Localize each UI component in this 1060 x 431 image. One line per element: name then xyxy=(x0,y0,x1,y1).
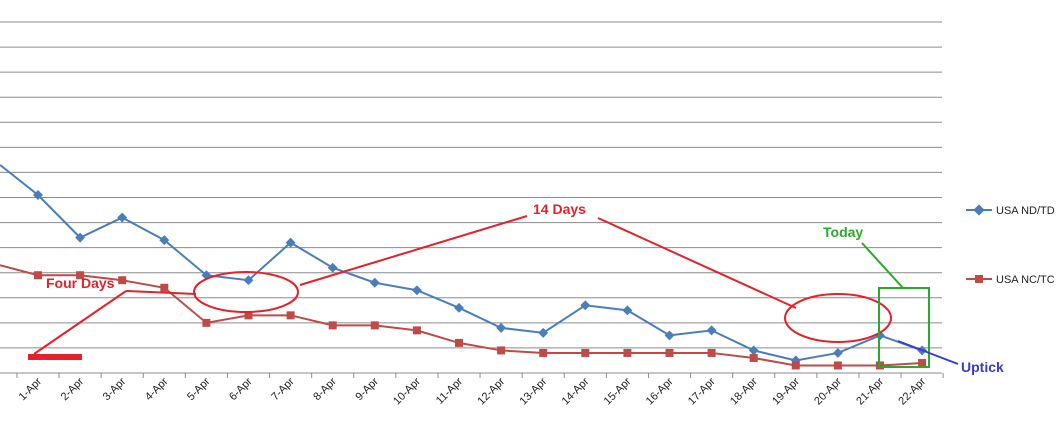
uptick-pointer xyxy=(897,340,959,365)
x-axis xyxy=(0,372,944,378)
data-point-diamond xyxy=(664,330,675,341)
data-point-square xyxy=(370,321,379,330)
data-point-square xyxy=(244,311,253,320)
legend-label-nc-tc: USA NC/TC xyxy=(996,274,1055,286)
data-point-square xyxy=(34,271,42,280)
data-point-square xyxy=(539,348,548,357)
x-tick-label: 7-Apr xyxy=(269,375,297,403)
data-point-square xyxy=(328,321,337,330)
fourteen-days-label: 14 Days xyxy=(533,201,586,217)
legend: USA ND/TD USA NC/TC xyxy=(966,204,1055,286)
fourteen-days-ellipse xyxy=(784,293,892,343)
data-point-square xyxy=(833,361,842,370)
x-tick-label: 1-Apr xyxy=(17,375,45,403)
x-tick-label: 2-Apr xyxy=(59,375,87,403)
legend-item-usa-nd-td: USA ND/TD xyxy=(966,204,1055,217)
gridlines xyxy=(0,21,942,349)
data-point-square xyxy=(497,346,506,355)
x-tick-label: 16-Apr xyxy=(644,375,676,407)
series-line-2 xyxy=(0,264,923,367)
legend-diamond-icon xyxy=(973,204,985,216)
data-point-square xyxy=(455,338,463,347)
data-point-square xyxy=(707,348,716,357)
today-box xyxy=(878,287,930,368)
four-days-pointer-down xyxy=(33,290,127,355)
x-tick-label: 5-Apr xyxy=(185,375,213,403)
data-point-diamond xyxy=(285,237,296,248)
today-pointer xyxy=(861,242,904,289)
four-days-pointer-right xyxy=(125,290,197,295)
data-point-square xyxy=(749,353,758,362)
x-tick-label: 18-Apr xyxy=(728,375,760,407)
x-tick-label: 20-Apr xyxy=(812,375,844,407)
uptick-label: Uptick xyxy=(961,359,1004,375)
data-point-square xyxy=(202,318,211,327)
fourteen-days-pointer-left xyxy=(299,215,528,286)
data-point-diamond xyxy=(159,235,170,246)
x-tick-label: 9-Apr xyxy=(353,375,381,403)
data-point-diamond xyxy=(832,347,843,358)
x-tick-label: 11-Apr xyxy=(434,375,465,406)
x-tick-label: 15-Apr xyxy=(602,375,634,407)
x-tick-label: 12-Apr xyxy=(475,375,507,407)
legend-square-icon xyxy=(975,275,983,283)
data-point-diamond xyxy=(748,345,759,356)
x-tick-label: 13-Apr xyxy=(517,375,549,407)
x-tick-label: 19-Apr xyxy=(770,375,802,407)
data-point-diamond xyxy=(538,327,549,338)
data-point-diamond xyxy=(75,232,86,243)
x-tick-label: 21-Apr xyxy=(854,375,886,407)
data-point-square xyxy=(791,361,800,370)
x-tick-label: 22-Apr xyxy=(896,375,928,407)
series-lines xyxy=(0,164,923,367)
x-tick-label: 3-Apr xyxy=(101,375,129,403)
data-point-diamond xyxy=(411,285,422,296)
x-tick-label: 6-Apr xyxy=(227,375,255,403)
data-point-square xyxy=(412,326,421,335)
x-tick-label: 8-Apr xyxy=(311,375,339,403)
data-point-square xyxy=(76,271,85,280)
x-tick-label: 14-Apr xyxy=(560,375,592,407)
data-point-square xyxy=(918,358,927,367)
legend-item-usa-nc-tc: USA NC/TC xyxy=(966,274,1055,286)
data-point-diamond xyxy=(117,212,128,223)
x-tick-label: 4-Apr xyxy=(143,375,171,403)
today-label: Today xyxy=(823,224,863,240)
legend-label-nd-td: USA ND/TD xyxy=(996,205,1055,217)
data-point-diamond xyxy=(327,262,338,273)
data-point-diamond xyxy=(706,325,717,336)
data-point-diamond xyxy=(454,302,464,313)
data-point-square xyxy=(665,348,674,357)
data-point-diamond xyxy=(622,305,633,316)
series-markers xyxy=(33,190,928,370)
data-point-diamond xyxy=(33,190,43,200)
data-point-square xyxy=(581,348,590,357)
data-point-diamond xyxy=(243,275,254,286)
data-point-square xyxy=(623,348,632,357)
x-tick-labels: 1-Apr 2-Apr 3-Apr 4-Apr 5-Apr 6-Apr 7-Apr 8-Apr… xyxy=(17,375,929,407)
four-days-ellipse xyxy=(193,271,299,313)
annotations: Four Days 14 Days Today Uptick xyxy=(28,201,1004,375)
data-point-square xyxy=(118,276,127,285)
series-line-1 xyxy=(0,164,923,362)
four-days-bar xyxy=(28,354,82,360)
data-point-diamond xyxy=(496,322,507,333)
x-tick-label: 10-Apr xyxy=(391,375,423,407)
fourteen-days-pointer-right xyxy=(597,217,797,309)
data-point-diamond xyxy=(580,300,591,311)
four-days-label: Four Days xyxy=(46,275,115,291)
data-point-square xyxy=(286,311,295,320)
x-tick-label: 17-Apr xyxy=(686,375,718,407)
data-point-square xyxy=(160,283,169,292)
data-point-diamond xyxy=(369,277,380,288)
